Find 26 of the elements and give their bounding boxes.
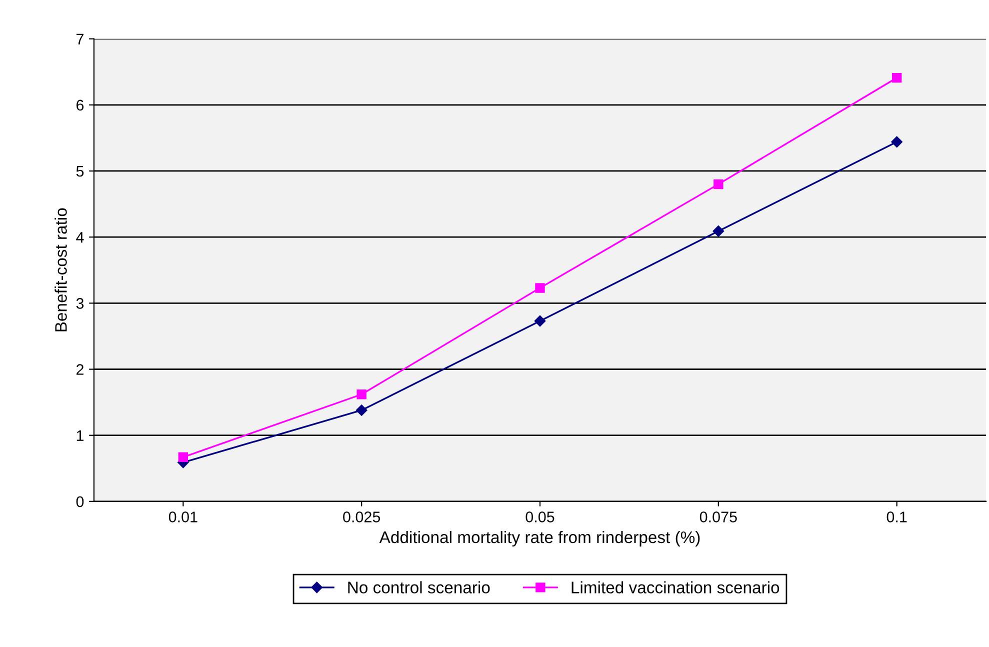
y-axis-title: Benefit-cost ratio [54,208,67,332]
y-tick-label: 7 [76,34,84,44]
x-tick-label: 0.075 [700,512,737,522]
y-tick-label: 1 [76,430,84,441]
y-tick-label: 6 [76,100,84,111]
point [356,390,366,400]
y-tick-label: 5 [76,166,84,177]
x-tick-label: 0.05 [526,512,554,522]
y-tick-label: 0 [76,496,84,508]
point [535,283,545,293]
point [712,226,724,237]
x-axis-title: Additional mortality rate from rinderpest (%) [379,530,700,546]
x-tick-label: 0.01 [168,512,198,522]
point [534,315,546,327]
legend-label: Limited vaccination scenario [572,581,780,594]
y-tick-label: 2 [76,364,84,375]
point [356,404,368,416]
point [178,452,188,462]
y-tick-label: 3 [76,298,84,309]
x-tick-label: 0.025 [343,512,380,522]
point [892,72,902,83]
legend-label: No control scenario [348,581,490,594]
y-tick-label: 4 [76,232,84,243]
point [714,179,724,190]
point [891,136,902,148]
x-tick-label: 0.1 [886,512,907,522]
